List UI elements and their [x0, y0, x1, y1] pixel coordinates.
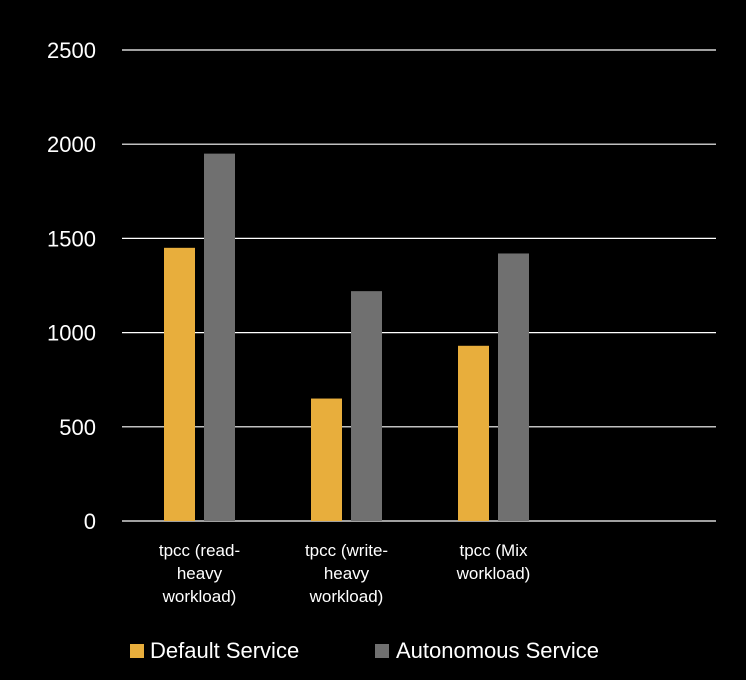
y-tick-label: 2500 — [47, 38, 96, 63]
bar-autonomous-service — [498, 253, 529, 522]
y-tick-label: 2000 — [47, 132, 96, 157]
legend: Default Service Autonomous Service — [130, 638, 599, 663]
x-category-label: tpcc (Mix — [460, 541, 529, 560]
bar-autonomous-service — [351, 291, 382, 521]
y-tick-label: 500 — [59, 415, 96, 440]
bar-default-service — [164, 247, 195, 521]
x-category-label: workload) — [309, 587, 384, 606]
x-category-label: workload) — [162, 587, 237, 606]
bar-default-service — [458, 345, 489, 521]
x-category-label: tpcc (write- — [305, 541, 388, 560]
bar-autonomous-service — [204, 153, 235, 521]
x-axis-categories: tpcc (read-heavy workload) tpcc (write-hea… — [159, 541, 530, 606]
y-axis-ticks: 0 500 1000 1500 2000 2500 — [47, 38, 96, 534]
legend-swatch — [375, 644, 389, 658]
x-category-label: workload) — [456, 564, 531, 583]
x-category-label: heavy — [177, 564, 223, 583]
x-category-label: heavy — [324, 564, 370, 583]
legend-label: Default Service — [150, 638, 299, 663]
x-category-label: tpcc (read- — [159, 541, 240, 560]
y-tick-label: 1000 — [47, 321, 96, 346]
y-tick-label: 0 — [84, 509, 96, 534]
bars — [164, 153, 529, 522]
legend-label: Autonomous Service — [396, 638, 599, 663]
y-tick-label: 1500 — [47, 226, 96, 251]
bar-default-service — [311, 398, 342, 521]
legend-swatch — [130, 644, 144, 658]
